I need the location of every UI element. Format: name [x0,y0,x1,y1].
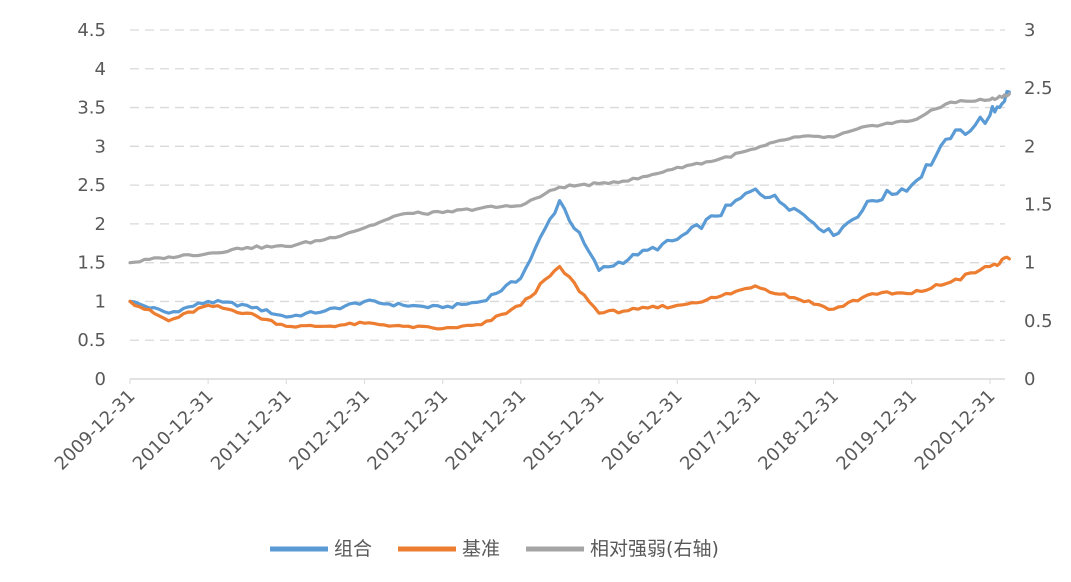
x-tick-label: 2020-12-31 [911,386,1000,475]
series-line [128,90,1011,319]
y-left-tick-label: 2.5 [77,175,106,196]
legend-label: 组合 [334,538,372,560]
x-tick-label: 2018-12-31 [754,386,843,475]
y-left-tick-label: 0.5 [77,330,106,351]
x-tick-label: 2012-12-31 [285,386,374,475]
x-tick-label: 2017-12-31 [676,386,765,475]
y-right-tick-label: 2 [1024,136,1035,157]
series-lines [128,90,1011,331]
legend-label: 基准 [462,538,500,560]
y-right-tick-label: 3 [1024,20,1035,41]
y-right-tick-label: 0 [1024,369,1035,390]
legend: 组合 基准 相对强弱(右轴) [270,538,719,560]
y-axis-left: 0 0.5 1 1.5 2 2.5 3 3.5 4 4.5 [77,20,106,390]
y-left-tick-label: 2 [95,214,106,235]
x-tick-label: 2019-12-31 [832,386,921,475]
x-axis: 2009-12-312010-12-312011-12-312012-12-31… [51,379,1000,475]
y-left-tick-label: 1 [95,291,106,312]
y-left-tick-label: 3.5 [77,98,106,119]
legend-label: 相对强弱(右轴) [590,538,719,560]
x-tick-label: 2016-12-31 [598,386,687,475]
y-left-tick-label: 4.5 [77,20,106,41]
series-line [128,92,1011,265]
y-left-tick-label: 0 [95,369,106,390]
y-right-tick-label: 1.5 [1024,195,1053,216]
y-right-tick-label: 0.5 [1024,311,1053,332]
gridlines [130,29,1005,380]
series-line [128,255,1011,331]
x-tick-label: 2010-12-31 [129,386,218,475]
y-axis-right: 0 0.5 1 1.5 2 2.5 3 [1024,20,1053,390]
y-left-tick-label: 3 [95,136,106,157]
x-tick-label: 2014-12-31 [442,386,531,475]
y-right-tick-label: 1 [1024,253,1035,274]
x-tick-label: 2011-12-31 [207,386,296,475]
x-tick-label: 2013-12-31 [363,386,452,475]
y-right-tick-label: 2.5 [1024,78,1053,99]
y-left-tick-label: 4 [95,59,106,80]
y-left-tick-label: 1.5 [77,253,106,274]
x-tick-label: 2015-12-31 [520,386,609,475]
x-tick-label: 2009-12-31 [51,386,140,475]
